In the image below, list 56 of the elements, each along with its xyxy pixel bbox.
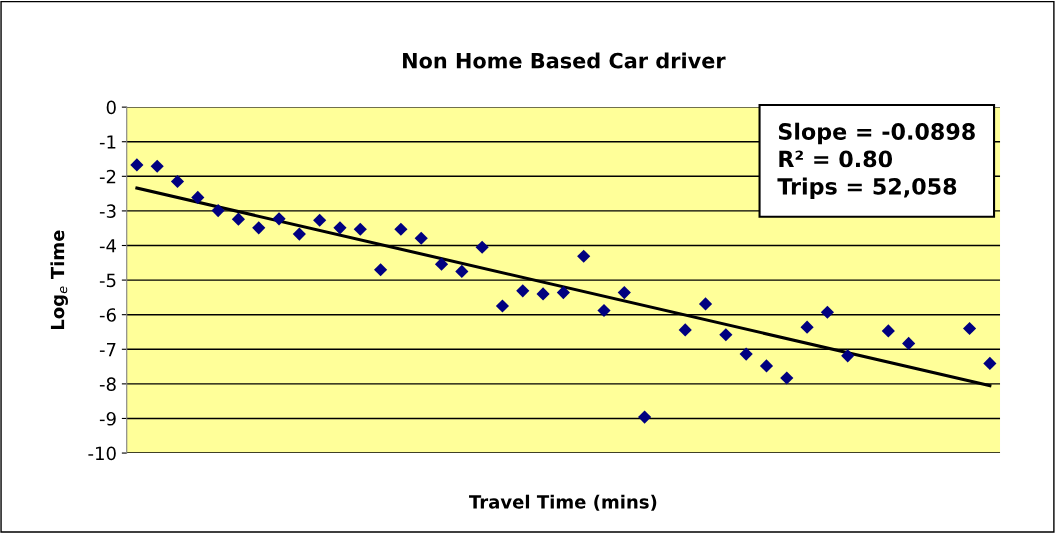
y-tick-label: -9 <box>99 411 116 426</box>
point <box>719 328 733 342</box>
y-tick-label: -10 <box>88 446 116 461</box>
y-tick-label: 0 <box>106 100 116 115</box>
annotation: R² = 0.80 <box>779 150 893 168</box>
annotation: Slope = -0.0898 <box>778 122 975 145</box>
point <box>211 203 225 218</box>
y-tick-label: -4 <box>99 239 116 253</box>
point <box>617 285 631 300</box>
point <box>292 227 306 241</box>
point <box>150 159 164 173</box>
point <box>394 222 408 236</box>
point <box>516 284 530 298</box>
y-axis-title: Log$_{e}$ Time <box>50 230 68 330</box>
y-tick-label: -7 <box>99 342 116 357</box>
point <box>780 371 794 385</box>
point <box>333 221 347 235</box>
point <box>231 212 246 226</box>
point <box>902 336 916 350</box>
point <box>495 299 510 313</box>
x-axis-title: Travel Time (mins) <box>469 494 657 511</box>
point <box>536 287 550 301</box>
point <box>597 303 611 318</box>
y-tick-label: -1 <box>99 135 116 149</box>
point <box>881 324 895 338</box>
point <box>191 190 205 204</box>
point <box>841 349 855 363</box>
point <box>983 356 997 371</box>
point <box>252 221 266 235</box>
point <box>739 347 753 361</box>
point <box>820 305 834 319</box>
y-tick-label: -5 <box>99 273 116 288</box>
point <box>962 321 977 336</box>
point <box>475 240 489 254</box>
point <box>272 212 286 226</box>
point <box>313 213 327 227</box>
point <box>170 174 185 189</box>
point <box>800 320 814 334</box>
point <box>434 257 449 271</box>
y-tick-label: -6 <box>99 308 116 322</box>
point <box>374 263 388 277</box>
point <box>759 359 774 373</box>
annotation: Trips = 52,058 <box>777 177 957 200</box>
point <box>130 158 144 172</box>
y-tick-label: -3 <box>99 204 116 219</box>
point <box>638 410 652 424</box>
point <box>414 231 428 245</box>
y-tick-label: -2 <box>99 169 116 184</box>
point <box>455 264 469 279</box>
point <box>577 249 591 263</box>
point <box>698 297 713 311</box>
point <box>353 222 367 236</box>
point <box>556 285 570 300</box>
chart-title: Non Home Based Car driver <box>403 52 726 69</box>
point <box>678 323 692 337</box>
y-tick-label: -8 <box>99 377 116 391</box>
